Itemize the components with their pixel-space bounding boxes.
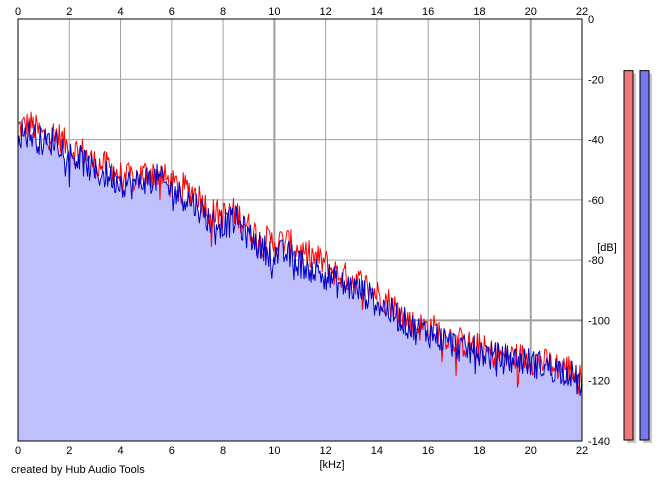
x-tick-label-top: 20 xyxy=(525,6,537,18)
x-tick-label-top: 16 xyxy=(422,6,434,18)
y-tick-label: -120 xyxy=(588,376,610,388)
x-tick-labels-top: 0 2 4 6 8 10 12 14 16 18 20 22 xyxy=(15,6,588,18)
x-tick-label-bottom: 12 xyxy=(320,445,332,457)
credit-text: created by Hub Audio Tools xyxy=(11,464,145,476)
x-tick-label-top: 10 xyxy=(268,6,280,18)
x-tick-label-top: 4 xyxy=(117,6,123,18)
x-tick-label-bottom: 0 xyxy=(15,445,21,457)
x-tick-label-top: 6 xyxy=(169,6,175,18)
x-tick-label-bottom: 6 xyxy=(169,445,175,457)
x-tick-label-bottom: 10 xyxy=(268,445,280,457)
x-tick-label-top: 0 xyxy=(15,6,21,18)
x-tick-label-bottom: 18 xyxy=(473,445,485,457)
y-tick-label: -80 xyxy=(588,255,604,267)
y-tick-label: -40 xyxy=(588,135,604,147)
y-tick-label: -60 xyxy=(588,195,604,207)
plot-frame xyxy=(17,18,583,442)
y-axis-label: [dB] xyxy=(597,242,617,254)
level-meter-right xyxy=(639,70,650,441)
series-line-blue xyxy=(17,120,583,397)
x-tick-label-top: 12 xyxy=(320,6,332,18)
x-tick-label-top: 8 xyxy=(220,6,226,18)
level-meter-left xyxy=(623,70,634,441)
y-tick-label: 0 xyxy=(588,14,594,26)
x-tick-label-top: 2 xyxy=(66,6,72,18)
y-tick-label: -20 xyxy=(588,74,604,86)
level-meters xyxy=(623,70,652,443)
y-tick-label: -100 xyxy=(588,315,610,327)
y-tick-labels: 0 -20 -40 -60 -80 -100 -120 -140 xyxy=(588,14,610,448)
x-tick-label-top: 18 xyxy=(473,6,485,18)
x-tick-label-top: 14 xyxy=(371,6,383,18)
x-tick-labels-bottom: 0 2 4 6 8 10 12 14 16 18 20 22 xyxy=(15,445,588,457)
x-tick-label-bottom: 2 xyxy=(66,445,72,457)
y-tick-label: -140 xyxy=(588,436,610,448)
x-tick-label-bottom: 4 xyxy=(117,445,123,457)
x-axis-label: [kHz] xyxy=(319,459,344,471)
series-lines xyxy=(17,111,583,397)
x-tick-label-bottom: 8 xyxy=(220,445,226,457)
x-tick-label-bottom: 14 xyxy=(371,445,383,457)
spectrum-fill-area xyxy=(18,120,582,442)
x-tick-label-bottom: 16 xyxy=(422,445,434,457)
x-tick-label-top: 22 xyxy=(576,6,588,18)
x-tick-label-bottom: 22 xyxy=(576,445,588,457)
x-tick-label-bottom: 20 xyxy=(525,445,537,457)
